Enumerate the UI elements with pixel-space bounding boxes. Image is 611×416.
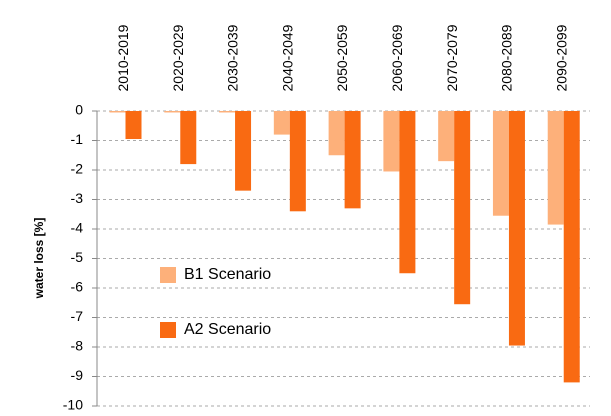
x-tick-label: 2070-2079: [444, 24, 460, 91]
y-tick-label: -6: [71, 279, 84, 295]
bar: [219, 111, 236, 113]
x-tick-label: 2050-2059: [334, 24, 350, 91]
bar: [109, 111, 126, 113]
bar: [492, 111, 509, 216]
x-tick-label: 2090-2099: [553, 24, 569, 91]
x-tick-label: 2010-2019: [115, 24, 131, 91]
y-tick-label: -1: [71, 131, 84, 147]
bar: [438, 111, 455, 162]
bar: [180, 111, 197, 165]
y-tick-label: -2: [71, 161, 84, 177]
bar: [383, 111, 400, 172]
legend-label: B1 Scenario: [184, 266, 271, 283]
bar: [563, 111, 580, 383]
legend-swatch: [160, 267, 176, 283]
bar: [235, 111, 252, 191]
y-tick-label: -7: [71, 308, 84, 324]
bar: [508, 111, 525, 346]
y-axis-label: water loss [%]: [32, 218, 46, 300]
bar: [547, 111, 564, 225]
y-tick-label: -9: [71, 367, 84, 383]
bar: [344, 111, 361, 209]
x-tick-label: 2040-2049: [279, 24, 295, 91]
y-tick-label: -4: [71, 220, 84, 236]
y-tick-label: -3: [71, 190, 84, 206]
bar: [328, 111, 345, 156]
legend-label: A2 Scenario: [184, 321, 271, 338]
x-tick-label: 2080-2089: [499, 24, 515, 91]
x-tick-label: 2020-2029: [170, 24, 186, 91]
x-tick-label: 2060-2069: [389, 24, 405, 91]
bar: [164, 111, 181, 113]
bar: [289, 111, 306, 212]
y-tick-label: -5: [71, 249, 84, 265]
bar: [454, 111, 471, 305]
y-tick-label: -10: [63, 397, 83, 413]
x-tick-label: 2030-2039: [225, 24, 241, 91]
legend-swatch: [160, 322, 176, 338]
bar: [399, 111, 416, 274]
bar: [273, 111, 290, 135]
bar: [125, 111, 142, 140]
y-tick-label: -8: [71, 338, 84, 354]
y-tick-label: 0: [75, 102, 83, 118]
